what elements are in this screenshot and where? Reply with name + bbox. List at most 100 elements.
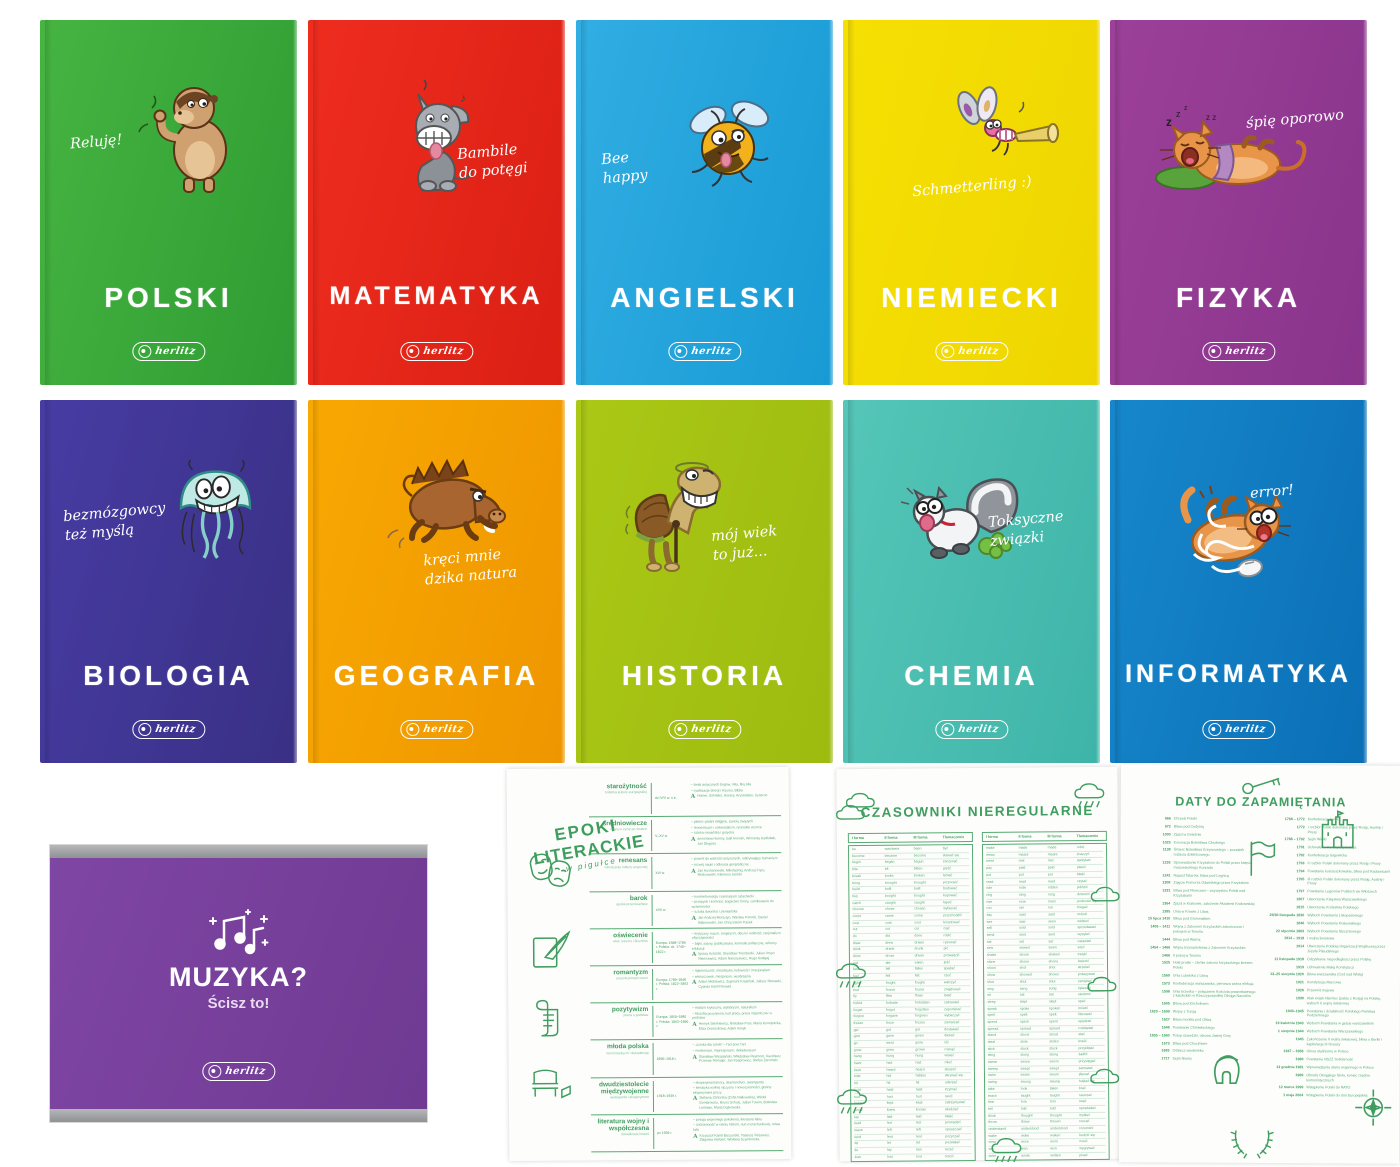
verb-cell: paid bbox=[1047, 865, 1055, 870]
verb-cell: sell bbox=[986, 926, 992, 931]
notebook-cover-polski: Reluję! POLSKI herlitz bbox=[40, 20, 297, 385]
date-value: 1627 bbox=[1161, 1017, 1170, 1022]
epoch-bullet: – sztuka romańska i gotycka bbox=[691, 830, 734, 836]
date-description: Potop szwedzki, obrona Jasnej Góry bbox=[1172, 1033, 1231, 1038]
verb-cell: forgot bbox=[885, 1007, 895, 1012]
epoch-author-names: Ignacy Krasicki, Stanisław Trembecki, Ju… bbox=[698, 951, 775, 961]
verb-cell: given bbox=[915, 1033, 924, 1038]
verb-cell: jeść bbox=[943, 960, 950, 965]
date-description: Unia Lubelska z Litwą bbox=[1172, 973, 1208, 978]
cover-subject: POLSKI bbox=[104, 282, 233, 313]
verb-cell: put bbox=[1018, 872, 1024, 877]
date-entry: 1 sierpnia 1944 Wybuch Powstania Warszaws… bbox=[1268, 1029, 1390, 1034]
verbs-header-cell: Tłumaczenie bbox=[1076, 833, 1099, 839]
epoch-dates: Europa: 1789–1848 r. Polska: 1822–1863 r… bbox=[652, 968, 689, 1001]
turtle-illustration bbox=[612, 458, 742, 578]
verb-cell: spelt bbox=[1020, 1012, 1028, 1017]
epoch-bullets: – eksperymentatorzy, skamandryci, awanga… bbox=[693, 1080, 783, 1112]
verb-cell: spać bbox=[1078, 998, 1086, 1004]
verb-cell: pisać bbox=[1079, 1152, 1088, 1157]
verb-cell: shone bbox=[1048, 959, 1059, 964]
verb-cell: kept bbox=[915, 1100, 923, 1105]
notebook-cover-historia: mój wiek to już... HISTORIA herlitz bbox=[576, 400, 833, 763]
verb-cell: ciąć bbox=[943, 926, 950, 931]
castle-icon bbox=[1317, 809, 1359, 849]
herlitz-logo: herlitz bbox=[131, 720, 206, 739]
verb-cell: mean bbox=[986, 852, 995, 857]
verb-cell: rung bbox=[1048, 892, 1056, 897]
verb-cell: hurt bbox=[915, 1094, 922, 1099]
verb-cell: leave bbox=[854, 1127, 863, 1133]
verb-cell: drunk bbox=[914, 946, 924, 951]
verb-cell: wysyłać bbox=[1077, 932, 1090, 937]
date-description: Bitwa pod Kircholmem bbox=[1172, 1001, 1209, 1006]
date-entry: 1914 – 1918 I wojna światowa bbox=[1268, 936, 1390, 941]
verb-cell: sewed bbox=[1019, 945, 1030, 951]
date-value: 1525 bbox=[1161, 960, 1171, 965]
date-value: 1596 bbox=[1161, 989, 1170, 994]
verb-cell: make bbox=[985, 845, 995, 851]
verbs-table-right: I forma II forma III forma Tłumaczenie make m… bbox=[981, 830, 1110, 1162]
epoch-authors: A Stefania Zahorska (Zofia Nałkowska), Wi… bbox=[693, 1095, 783, 1110]
epoch-row: pozytywizm praca u podstaw Europa: 1850–18… bbox=[590, 1002, 783, 1041]
epoch-bullets: – świat antycznych bogów, mity, filozofi… bbox=[691, 782, 781, 814]
verb-cell: spoke bbox=[1019, 1006, 1030, 1011]
verb-cell: set bbox=[1019, 939, 1025, 944]
verb-cell: made bbox=[1018, 845, 1028, 850]
verb-cell: fought bbox=[885, 980, 896, 985]
epoch-row: dwudziestolecie międzywojenne awangarda i… bbox=[590, 1076, 784, 1116]
cloud-icon bbox=[1089, 885, 1123, 905]
epoch-dates: 1918–1939 r. bbox=[652, 1080, 690, 1112]
verb-cell: sweep bbox=[987, 1066, 999, 1071]
verb-cell: pić bbox=[943, 946, 949, 951]
herlitz-logo-text: herlitz bbox=[956, 346, 1000, 357]
date-value: 1914 – 1918 bbox=[1284, 936, 1305, 941]
verb-cell: let bbox=[887, 1141, 891, 1146]
verb-cell: threw bbox=[1020, 1119, 1030, 1124]
verb-cell: throw bbox=[988, 1120, 997, 1125]
svg-text:z: z bbox=[1176, 109, 1181, 119]
verb-cell: cut bbox=[885, 927, 890, 932]
verb-cell: read bbox=[986, 879, 994, 884]
verb-cell: begin bbox=[852, 860, 861, 865]
herlitz-logo: herlitz bbox=[399, 720, 474, 739]
date-description: Konfederacja targowicka bbox=[1307, 853, 1347, 858]
verb-cell: leżeć bbox=[945, 1147, 954, 1152]
verb-cell: felt bbox=[885, 973, 891, 978]
rain-cloud-icon bbox=[834, 961, 872, 991]
verb-cell: see bbox=[986, 919, 993, 924]
date-value: 1454 – 1466 bbox=[1150, 945, 1171, 950]
date-entry: 1409 – 1411 Wojna z Zakonem Krzyżackim za… bbox=[1134, 925, 1256, 935]
verb-cell: uderzać bbox=[944, 1080, 958, 1085]
verb-cell: walczyć bbox=[943, 980, 957, 985]
date-entry: 11 listopada 1918 Odzyskanie niepodległoś… bbox=[1268, 957, 1390, 962]
verb-cell: cut bbox=[852, 927, 858, 932]
herlitz-logo-text: herlitz bbox=[689, 724, 733, 735]
epoch-author-names: Stefania Zahorska (Zofia Nałkowska), Wit… bbox=[699, 1095, 778, 1110]
verb-cell: sing bbox=[987, 986, 994, 991]
verb-cell: cost bbox=[852, 920, 860, 925]
herlitz-logo: herlitz bbox=[399, 342, 474, 361]
epoch-row: starożytność kolebka kultury europejskiej… bbox=[588, 779, 781, 818]
cover-speech: Toksyczne związki bbox=[987, 508, 1065, 550]
epoch-author-names: Homer, Sofokles, Horacy, Arystoteles, Cy… bbox=[697, 793, 768, 798]
verb-cell: tear bbox=[988, 1100, 995, 1105]
verb-cell: hang bbox=[853, 1054, 862, 1059]
verb-cell: opuszczać bbox=[945, 1127, 962, 1132]
verb-cell: lend bbox=[854, 1134, 862, 1139]
verb-cell: stand bbox=[987, 1033, 997, 1038]
date-entry: 1025 Koronacja Bolesława Chrobrego bbox=[1135, 840, 1257, 845]
verb-cell: bite bbox=[852, 867, 858, 872]
date-description: Bitwa pod Grunwaldem bbox=[1173, 917, 1211, 922]
date-value: 29/30 listopada 1830 bbox=[1269, 912, 1305, 918]
verb-cell: taught bbox=[1049, 1092, 1060, 1097]
verb-cell: budować bbox=[943, 886, 958, 891]
verb-cell: built bbox=[884, 886, 892, 892]
verb-cell: freeze bbox=[853, 1020, 864, 1026]
date-description: Powstanie kościuszkowskie, bitwa pod Rac… bbox=[1307, 869, 1391, 874]
verb-cell: spoken bbox=[1049, 1005, 1061, 1010]
verb-cell: came bbox=[885, 913, 894, 918]
verb-cell: meet bbox=[986, 859, 994, 864]
date-value: 1989 bbox=[1295, 1073, 1304, 1078]
date-description: Unia w Krewie z Litwą bbox=[1173, 909, 1209, 914]
